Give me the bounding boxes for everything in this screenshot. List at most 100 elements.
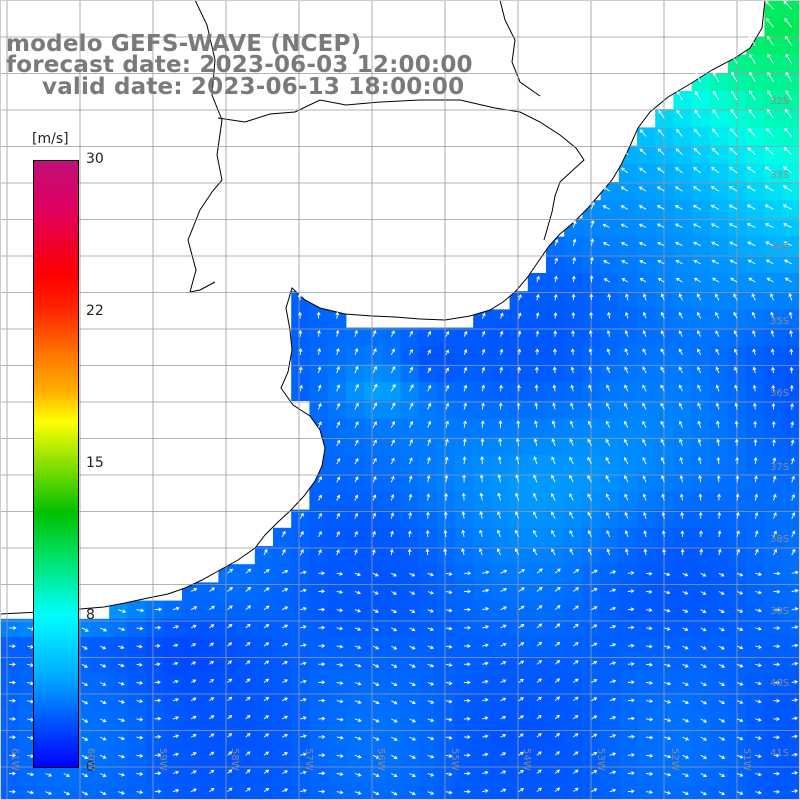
wind-vector-head bbox=[685, 737, 690, 741]
wind-vector bbox=[734, 367, 738, 374]
wind-vector bbox=[409, 645, 415, 650]
speed-cell bbox=[582, 455, 602, 474]
wind-vector-head bbox=[739, 572, 744, 577]
lat-label: 33S bbox=[770, 170, 790, 181]
speed-cell bbox=[455, 382, 474, 401]
wind-vector bbox=[554, 276, 557, 283]
wind-vector bbox=[482, 644, 489, 647]
wind-vector bbox=[736, 572, 743, 576]
wind-vector-head bbox=[411, 664, 416, 668]
wind-vector-head bbox=[228, 714, 233, 719]
speed-cell bbox=[655, 200, 674, 219]
wind-vector bbox=[675, 167, 683, 174]
wind-vector bbox=[644, 530, 647, 538]
wind-vector-head bbox=[502, 661, 507, 665]
speed-cell bbox=[746, 546, 765, 565]
wind-vector-head bbox=[624, 511, 629, 516]
speed-cell bbox=[618, 364, 638, 383]
wind-vector-head bbox=[538, 678, 542, 682]
speed-cell bbox=[673, 782, 693, 800]
speed-cell bbox=[782, 400, 800, 420]
river-border-line bbox=[187, 0, 223, 293]
wind-vector-head bbox=[461, 492, 466, 497]
wind-vector bbox=[409, 421, 413, 428]
wind-vector bbox=[700, 682, 707, 686]
wind-vector bbox=[263, 788, 269, 793]
wind-vector bbox=[427, 421, 431, 428]
lon-label: 54W bbox=[521, 748, 532, 771]
wind-vector bbox=[372, 682, 379, 686]
wind-vector bbox=[748, 36, 756, 46]
speed-cell bbox=[637, 291, 656, 310]
speed-cell bbox=[655, 327, 674, 347]
wind-vector bbox=[682, 591, 688, 595]
wind-vector bbox=[482, 698, 488, 702]
wind-vector bbox=[500, 367, 503, 374]
wind-vector-head bbox=[318, 549, 322, 554]
speed-cell bbox=[782, 327, 800, 347]
speed-cell bbox=[546, 527, 565, 547]
wind-vector bbox=[536, 751, 542, 756]
wind-vector-head bbox=[430, 754, 435, 759]
wind-vector bbox=[518, 605, 525, 611]
wind-vector-head bbox=[693, 241, 697, 246]
speed-cell bbox=[582, 364, 602, 383]
wind-vector-head bbox=[300, 530, 304, 535]
wind-vector-head bbox=[620, 186, 625, 191]
wind-vector bbox=[445, 718, 452, 721]
wind-vector-head bbox=[752, 330, 756, 334]
wind-vector-head bbox=[357, 608, 362, 613]
wind-vector-head bbox=[484, 789, 489, 793]
wind-vector bbox=[729, 166, 738, 174]
speed-cell bbox=[364, 418, 383, 438]
speed-cell bbox=[782, 309, 800, 329]
wind-vector bbox=[695, 72, 702, 83]
wind-vector-head bbox=[430, 572, 434, 577]
speed-cell bbox=[673, 382, 693, 401]
wind-vector bbox=[445, 439, 448, 447]
wind-vector bbox=[646, 609, 652, 611]
wind-vector-head bbox=[84, 664, 88, 668]
speed-cell bbox=[491, 400, 511, 420]
wind-vector bbox=[736, 754, 743, 759]
speed-cell bbox=[764, 309, 784, 329]
wind-vector bbox=[754, 512, 758, 519]
wind-vector bbox=[682, 736, 689, 741]
wind-vector bbox=[698, 457, 702, 465]
wind-vector-head bbox=[766, 108, 771, 113]
wind-vector-head bbox=[605, 438, 610, 443]
wind-vector bbox=[480, 493, 483, 501]
wind-vector-head bbox=[448, 626, 453, 631]
wind-vector bbox=[445, 773, 452, 776]
wind-vector bbox=[679, 294, 683, 301]
speed-cell bbox=[709, 327, 729, 347]
wind-vector bbox=[281, 588, 288, 592]
wind-vector bbox=[791, 494, 795, 501]
wind-vector bbox=[409, 791, 416, 795]
wind-vector bbox=[754, 530, 758, 538]
speed-cell bbox=[618, 345, 638, 365]
wind-vector-head bbox=[157, 789, 162, 794]
speed-cell bbox=[564, 364, 583, 383]
wind-vector bbox=[657, 242, 665, 247]
wind-vector-head bbox=[502, 770, 507, 774]
wind-vector bbox=[462, 530, 465, 537]
wind-vector-head bbox=[552, 402, 557, 407]
wind-vector bbox=[785, 277, 792, 283]
wind-vector-head bbox=[678, 311, 683, 316]
speed-cell bbox=[455, 527, 474, 547]
wind-vector-head bbox=[84, 755, 89, 759]
wind-vector-head bbox=[430, 682, 435, 686]
wind-vector bbox=[427, 736, 434, 740]
wind-vector bbox=[245, 623, 251, 629]
wind-vector-head bbox=[532, 492, 537, 497]
wind-vector-head bbox=[729, 166, 733, 171]
wind-vector-head bbox=[139, 790, 144, 795]
wind-vector-head bbox=[572, 220, 577, 225]
wind-vector bbox=[299, 367, 302, 374]
speed-cell bbox=[728, 127, 747, 147]
wind-vector bbox=[445, 475, 448, 483]
wind-vector bbox=[172, 607, 180, 611]
wind-vector bbox=[227, 587, 233, 592]
wind-vector bbox=[754, 403, 756, 410]
